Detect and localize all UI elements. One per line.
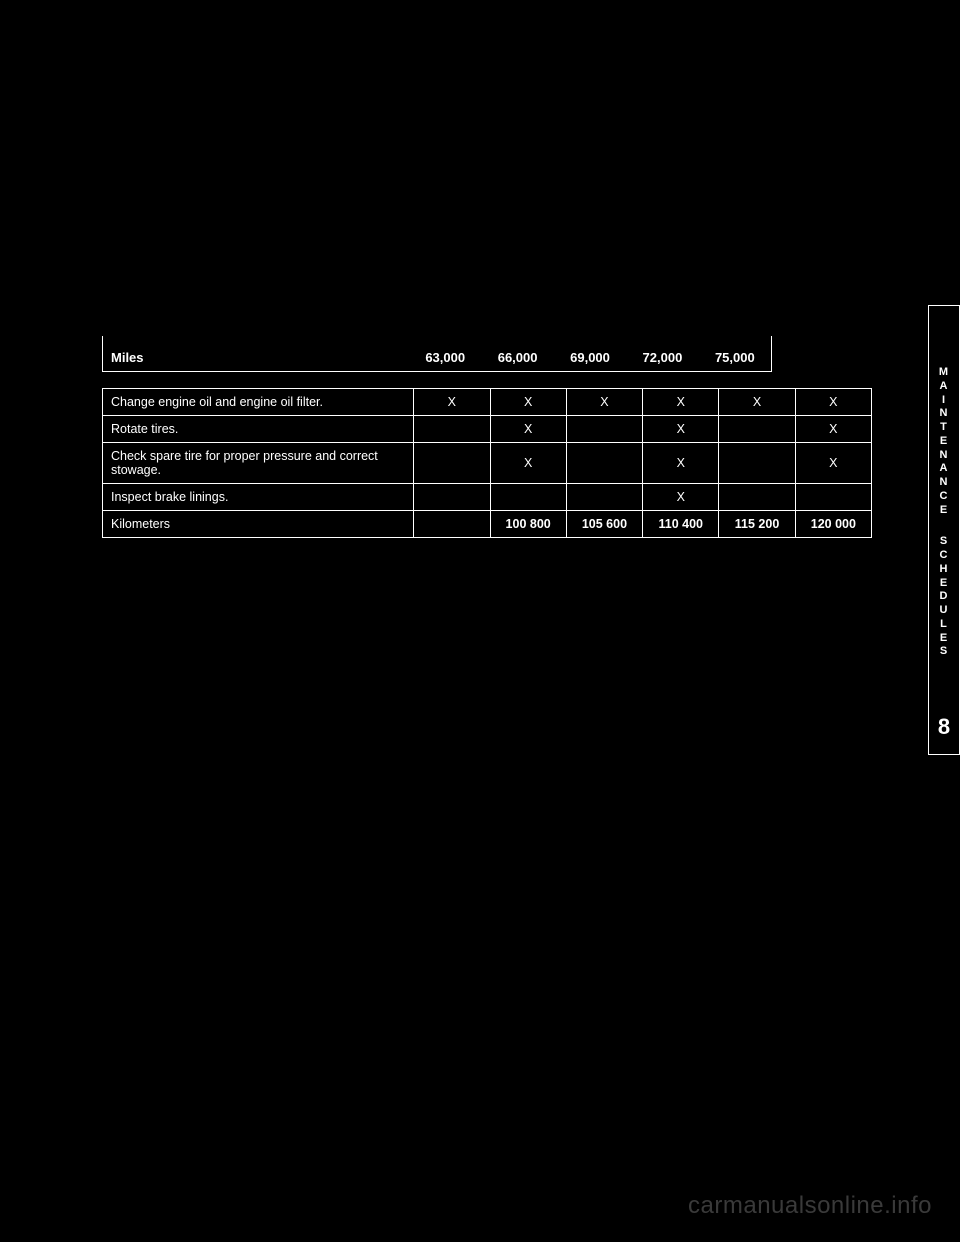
maintenance-table: Change engine oil and engine oil filter.… — [102, 388, 872, 538]
miles-val: 75,000 — [699, 350, 771, 365]
km-val — [414, 511, 490, 538]
row-mark: X — [490, 416, 566, 443]
row-mark — [414, 416, 490, 443]
table-row: Inspect brake linings. X — [103, 484, 872, 511]
table-row-km: Kilometers 100 800 105 600 110 400 115 2… — [103, 511, 872, 538]
row-mark: X — [566, 389, 642, 416]
row-mark — [414, 443, 490, 484]
row-mark — [414, 484, 490, 511]
row-mark — [566, 416, 642, 443]
row-mark — [566, 443, 642, 484]
row-mark: X — [795, 443, 871, 484]
km-val: 100 800 — [490, 511, 566, 538]
row-mark — [795, 484, 871, 511]
row-mark: X — [719, 389, 795, 416]
row-mark: X — [643, 443, 719, 484]
km-label: Kilometers — [103, 511, 414, 538]
km-val: 115 200 — [719, 511, 795, 538]
row-mark: X — [643, 416, 719, 443]
miles-label: Miles — [111, 350, 144, 365]
row-desc: Check spare tire for proper pressure and… — [103, 443, 414, 484]
row-mark: X — [490, 443, 566, 484]
km-val: 110 400 — [643, 511, 719, 538]
row-mark — [719, 416, 795, 443]
table-row: Change engine oil and engine oil filter.… — [103, 389, 872, 416]
row-desc: Change engine oil and engine oil filter. — [103, 389, 414, 416]
row-mark: X — [643, 389, 719, 416]
row-mark: X — [795, 416, 871, 443]
row-desc: Rotate tires. — [103, 416, 414, 443]
miles-val: 66,000 — [481, 350, 553, 365]
row-desc: Inspect brake linings. — [103, 484, 414, 511]
row-mark — [490, 484, 566, 511]
table-row: Check spare tire for proper pressure and… — [103, 443, 872, 484]
row-mark: X — [643, 484, 719, 511]
side-tab: MAINTENANCE SCHEDULES 8 — [928, 305, 960, 755]
side-tab-label-1: MAINTENANCE — [939, 366, 949, 517]
side-tab-chapter: 8 — [938, 714, 950, 740]
row-mark — [719, 443, 795, 484]
table-row: Rotate tires. X X X — [103, 416, 872, 443]
miles-val: 63,000 — [409, 350, 481, 365]
watermark-text: carmanualsonline.info — [688, 1192, 932, 1220]
row-mark: X — [795, 389, 871, 416]
side-tab-label-2: SCHEDULES — [940, 535, 949, 659]
row-mark: X — [414, 389, 490, 416]
miles-header: Miles 63,000 66,000 69,000 72,000 75,000 — [102, 336, 772, 372]
row-mark: X — [490, 389, 566, 416]
km-val: 120 000 — [795, 511, 871, 538]
row-mark — [719, 484, 795, 511]
km-val: 105 600 — [566, 511, 642, 538]
row-mark — [566, 484, 642, 511]
miles-val: 69,000 — [554, 350, 626, 365]
miles-val: 72,000 — [626, 350, 698, 365]
miles-values: 63,000 66,000 69,000 72,000 75,000 — [409, 350, 771, 365]
